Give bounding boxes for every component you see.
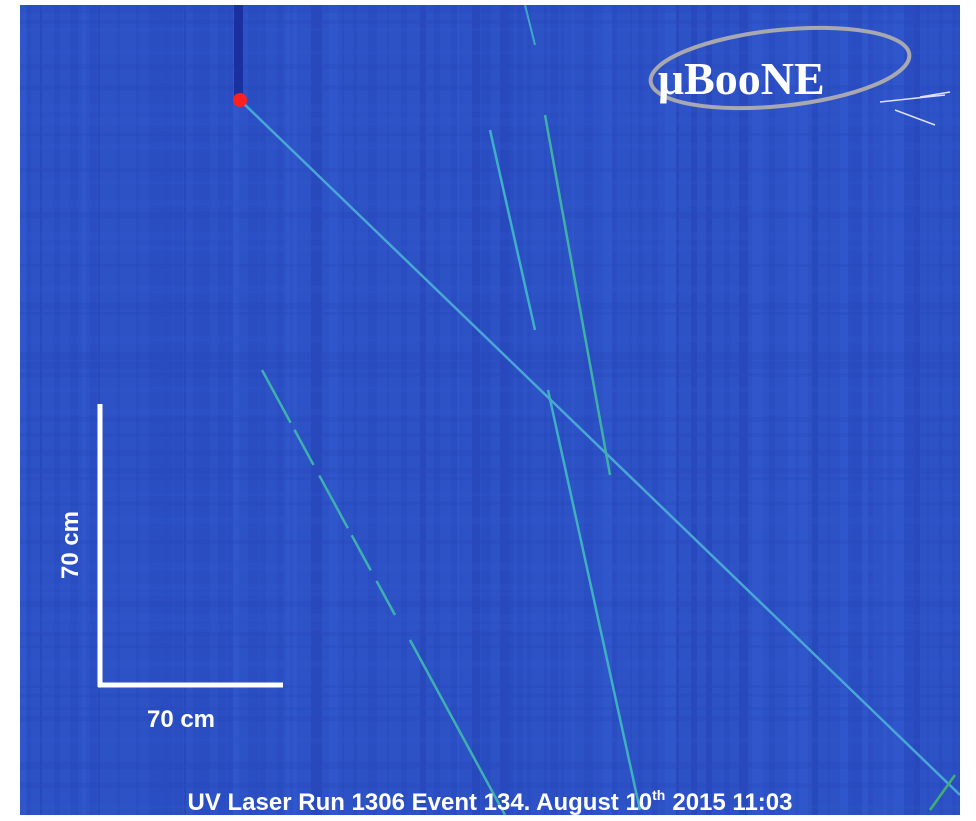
stripe (20, 118, 960, 126)
stripe (20, 168, 960, 172)
stripe (20, 286, 960, 293)
stripe (20, 373, 960, 377)
stripe (20, 212, 960, 218)
stripe (20, 614, 960, 622)
caption-main: UV Laser Run 1306 Event 134. August 10 (188, 789, 653, 816)
vertical-scale-label: 70 cm (57, 511, 84, 579)
stripe (20, 409, 960, 415)
stripe (20, 477, 960, 480)
laser-entry-point (233, 93, 247, 107)
stripe (20, 303, 960, 309)
stripe (20, 200, 960, 207)
stripe (20, 387, 960, 392)
stripe (20, 181, 960, 184)
stripe (20, 264, 960, 267)
stripe (20, 20, 960, 24)
stripe (20, 450, 960, 456)
caption-end: 2015 11:03 (672, 789, 792, 816)
event-display: μBooNE 70 cm 70 cm UV Laser Run 1306 Eve… (0, 0, 976, 821)
stripe (20, 632, 960, 636)
logo-text: μBooNE (658, 53, 825, 104)
horizontal-scale-label: 70 cm (147, 706, 215, 733)
stripe (20, 312, 960, 315)
stripe (20, 645, 960, 648)
stripe (20, 468, 960, 474)
stripe (20, 517, 960, 524)
stripe (20, 246, 960, 251)
caption: UV Laser Run 1306 Event 134. August 10th… (188, 787, 793, 816)
stripe (20, 540, 960, 544)
stripe (20, 143, 960, 150)
stripe (20, 661, 960, 667)
laser-beam (234, 5, 243, 100)
caption-superscript: th (652, 787, 665, 803)
stripe (20, 624, 960, 631)
stripe (20, 584, 960, 590)
stripe (20, 601, 960, 607)
stripe (20, 104, 960, 112)
stripe (20, 694, 960, 697)
stripe (20, 493, 960, 496)
stripe (20, 563, 960, 571)
stripe (20, 738, 960, 743)
stripe (20, 417, 960, 422)
stripe (20, 502, 960, 505)
stripe (20, 5, 960, 13)
stripe (20, 592, 960, 596)
stripe (20, 232, 960, 240)
stripe (20, 433, 960, 437)
stripe (20, 352, 960, 360)
page: μBooNE 70 cm 70 cm UV Laser Run 1306 Eve… (0, 0, 976, 821)
stripe (20, 361, 960, 369)
stripe (20, 762, 960, 769)
